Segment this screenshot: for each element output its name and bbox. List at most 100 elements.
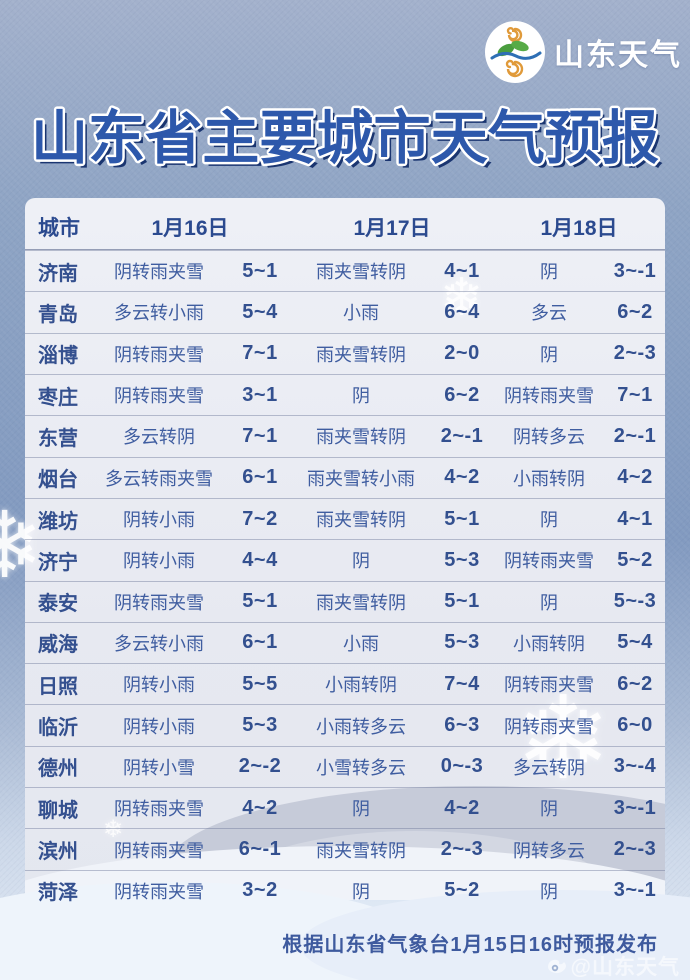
city-name: 威海 <box>38 634 78 657</box>
temp-day1: 3~2 <box>242 879 278 902</box>
title-text: 山东省主要城市天气预报 <box>31 106 659 171</box>
city-name: 菏泽 <box>38 882 78 905</box>
weather-day2: 阴 <box>352 799 370 820</box>
weather-day2: 雨夹雪转小雨 <box>307 468 415 489</box>
weibo-camera-icon <box>547 959 566 974</box>
temp-day1: 7~1 <box>242 342 278 365</box>
city-name: 济宁 <box>38 551 78 574</box>
table-row: 泰安 阴转雨夹雪 5~1 雨夹雪转阴 5~1 阴 5~-3 <box>25 580 665 622</box>
weather-day1: 多云转小雨 <box>114 303 204 324</box>
weather-day2: 雨夹雪转阴 <box>316 262 406 283</box>
weather-day2: 雨夹雪转阴 <box>316 840 406 861</box>
temp-day1: 5~4 <box>242 300 278 323</box>
temp-day2: 6~4 <box>444 300 480 323</box>
shandong-weather-logo-icon <box>485 21 545 83</box>
city-name: 日照 <box>38 675 78 698</box>
weather-day2: 小雨转阴 <box>325 675 397 696</box>
city-name: 德州 <box>38 758 78 781</box>
temp-day3: 4~1 <box>617 507 653 530</box>
temp-day1: 5~1 <box>242 259 278 282</box>
weather-day2: 阴 <box>352 881 370 902</box>
temp-day3: 3~-4 <box>613 755 657 778</box>
weather-day2: 阴 <box>352 386 370 407</box>
weather-day1: 阴转雨夹雪 <box>114 262 204 283</box>
temp-day1: 5~5 <box>242 672 278 695</box>
table-row: 聊城 阴转雨夹雪 4~2 阴 4~2 阴 3~-1 <box>25 787 665 828</box>
table-row: 济南 阴转雨夹雪 5~1 雨夹雪转阴 4~1 阴 3~-1 <box>25 250 665 291</box>
poster-title: 山东省主要城市天气预报 山东省主要城市天气预报 <box>0 90 690 185</box>
temp-day3: 5~2 <box>617 548 653 571</box>
weather-day3: 阴 <box>540 510 558 531</box>
weather-day1: 阴转小雨 <box>123 510 195 531</box>
temp-day2: 6~3 <box>444 714 480 737</box>
weather-day3: 阴转多云 <box>513 840 585 861</box>
weather-day3: 阴转雨夹雪 <box>504 386 594 407</box>
temp-day3: 3~-1 <box>613 796 657 819</box>
temp-day1: 5~3 <box>242 714 278 737</box>
watermark: @山东天气 <box>546 951 680 980</box>
temp-day3: 2~-1 <box>613 424 657 447</box>
brand-name: 山东天气 <box>554 39 682 72</box>
weather-day1: 多云转小雨 <box>114 633 204 654</box>
temp-day1: 4~4 <box>242 548 278 571</box>
forecast-table-panel: 城市 1月16日 1月17日 1月18日 济南 阴转雨夹雪 5~1 雨夹雪转阴 … <box>25 198 665 917</box>
temp-day2: 5~2 <box>444 879 480 902</box>
temp-day1: 6~1 <box>242 631 278 654</box>
temp-day2: 0~-3 <box>440 755 484 778</box>
temp-day2: 4~2 <box>444 466 480 489</box>
table-row: 菏泽 阴转雨夹雪 3~2 阴 5~2 阴 3~-1 <box>25 869 665 911</box>
weather-day1: 阴转雨夹雪 <box>114 881 204 902</box>
temp-day3: 3~-1 <box>613 259 657 282</box>
weather-day3: 阴 <box>540 344 558 365</box>
temp-day1: 6~1 <box>242 466 278 489</box>
weather-day3: 阴 <box>540 881 558 902</box>
temp-day1: 5~1 <box>242 590 278 613</box>
table-row: 威海 多云转小雨 6~1 小雨 5~3 小雨转阴 5~4 <box>25 621 665 663</box>
temp-day2: 2~0 <box>444 342 480 365</box>
source-note: 根据山东省气象台1月15日16时预报发布 <box>282 934 658 956</box>
table-row: 滨州 阴转雨夹雪 6~-1 雨夹雪转阴 2~-3 阴转多云 2~-3 <box>25 828 665 869</box>
city-name: 滨州 <box>38 841 78 864</box>
temp-day3: 3~-1 <box>613 879 657 902</box>
weather-day3: 多云 <box>531 303 567 324</box>
temp-day3: 7~1 <box>617 383 653 406</box>
snow-ground <box>0 882 690 980</box>
weather-day3: 阴转雨夹雪 <box>504 675 594 696</box>
weather-day2: 小雨 <box>343 633 379 654</box>
temp-day2: 5~1 <box>444 507 480 530</box>
table-row: 济宁 阴转小雨 4~4 阴 5~3 阴转雨夹雪 5~2 <box>25 539 665 580</box>
brand-logo: 山东天气 <box>484 20 682 84</box>
temp-day1: 6~-1 <box>238 838 282 861</box>
temp-day3: 2~-3 <box>613 342 657 365</box>
temp-day3: 5~-3 <box>613 590 657 613</box>
table-header-row: 城市 1月16日 1月17日 1月18日 <box>25 198 665 250</box>
col-header-jan16: 1月16日 <box>151 216 229 240</box>
weather-day3: 阴转多云 <box>513 427 585 448</box>
weather-day1: 阴转小雨 <box>123 675 195 696</box>
temp-day1: 4~2 <box>242 796 278 819</box>
weather-day1: 多云转阴 <box>123 427 195 448</box>
city-name: 烟台 <box>38 469 78 492</box>
temp-day2: 2~-3 <box>440 838 484 861</box>
city-name: 聊城 <box>38 799 78 822</box>
temp-day3: 2~-3 <box>613 838 657 861</box>
weather-day2: 雨夹雪转阴 <box>316 427 406 448</box>
weather-day1: 阴转雨夹雪 <box>114 592 204 613</box>
weather-day1: 阴转雨夹雪 <box>114 386 204 407</box>
temp-day3: 6~2 <box>617 300 653 323</box>
weather-day3: 阴转雨夹雪 <box>504 716 594 737</box>
city-name: 济南 <box>38 262 78 285</box>
temp-day1: 7~1 <box>242 424 278 447</box>
weather-day3: 小雨转阴 <box>513 633 585 654</box>
weather-day3: 阴转雨夹雪 <box>504 551 594 572</box>
weather-day1: 多云转雨夹雪 <box>105 468 213 489</box>
table-row: 日照 阴转小雨 5~5 小雨转阴 7~4 阴转雨夹雪 6~2 <box>25 663 665 704</box>
weather-day3: 多云转阴 <box>513 757 585 778</box>
city-name: 青岛 <box>38 303 78 326</box>
table-row: 德州 阴转小雪 2~-2 小雪转多云 0~-3 多云转阴 3~-4 <box>25 745 665 787</box>
temp-day2: 2~-1 <box>440 424 484 447</box>
table-row: 枣庄 阴转雨夹雪 3~1 阴 6~2 阴转雨夹雪 7~1 <box>25 373 665 415</box>
title-shadow-text: 山东省主要城市天气预报 <box>35 110 663 175</box>
weather-day2: 小雪转多云 <box>316 757 406 778</box>
